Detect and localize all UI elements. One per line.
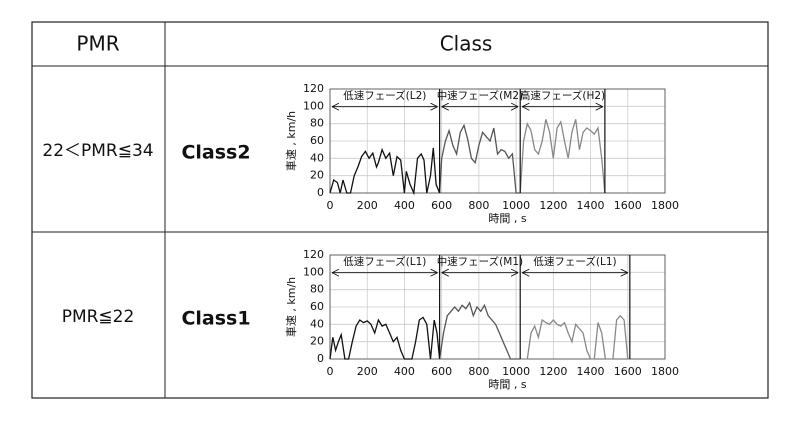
phase-label: 低速フェーズ(L1): [343, 255, 426, 268]
x-tick-label: 1400: [577, 365, 605, 378]
speed-trace: [438, 301, 521, 360]
y-tick-label: 0: [317, 352, 324, 365]
y-tick-label: 60: [310, 300, 324, 313]
x-tick-label: 1200: [539, 199, 567, 212]
plot-frame: [329, 88, 666, 194]
header-cell: Class: [440, 32, 493, 56]
x-tick-label: 0: [327, 365, 334, 378]
phase-label: 高速フェーズ(H2): [520, 89, 605, 102]
x-tick-label: 1000: [502, 199, 530, 212]
phase-label: 低速フェーズ(L2): [343, 89, 426, 102]
y-tick-label: 120: [303, 82, 324, 95]
x-tick-label: 400: [394, 365, 415, 378]
speed-trace: [329, 147, 441, 196]
y-tick-label: 100: [303, 99, 324, 112]
x-tick-label: 1600: [614, 365, 642, 378]
class-cell: Class2: [181, 142, 250, 164]
x-tick-label: 400: [394, 199, 415, 212]
class-cell: Class1: [181, 308, 250, 330]
y-tick-label: 0: [317, 186, 324, 199]
x-tick-label: 1400: [577, 199, 605, 212]
x-tick-label: 200: [357, 199, 378, 212]
speed-trace: [519, 119, 606, 194]
speed-trace: [329, 316, 441, 360]
y-tick-label: 120: [303, 248, 324, 261]
table-border: [31, 21, 769, 399]
x-tick-label: 1000: [502, 365, 530, 378]
pmr-cell: PMR≦22: [62, 307, 135, 327]
x-tick-label: 1800: [651, 199, 679, 212]
x-tick-label: 1200: [539, 365, 567, 378]
y-tick-label: 20: [310, 335, 324, 348]
y-tick-label: 40: [310, 317, 324, 330]
y-tick-label: 80: [310, 117, 324, 130]
x-tick-label: 0: [327, 199, 334, 212]
y-axis-label: 車速 , km/h: [284, 111, 298, 171]
speed-trace: [520, 314, 630, 360]
header-cell: PMR: [76, 32, 119, 56]
phase-label: 中速フェーズ(M1): [437, 255, 523, 268]
x-tick-label: 200: [357, 365, 378, 378]
y-tick-label: 100: [303, 265, 324, 278]
y-axis-label: 車速 , km/h: [284, 277, 298, 337]
x-axis-label: 時間 , s: [488, 212, 526, 225]
x-tick-label: 600: [431, 365, 452, 378]
plot-frame: [329, 254, 666, 360]
x-tick-label: 600: [431, 199, 452, 212]
phase-label: 中速フェーズ(M2): [437, 89, 523, 102]
x-tick-label: 800: [468, 199, 489, 212]
y-tick-label: 40: [310, 151, 324, 164]
speed-trace: [438, 123, 521, 194]
y-tick-label: 80: [310, 283, 324, 296]
y-tick-label: 20: [310, 169, 324, 182]
x-tick-label: 1800: [651, 365, 679, 378]
x-axis-label: 時間 , s: [488, 378, 526, 391]
pmr-cell: 22＜PMR≦34: [42, 141, 153, 161]
x-tick-label: 1600: [614, 199, 642, 212]
x-tick-label: 800: [468, 365, 489, 378]
phase-label: 低速フェーズ(L1): [533, 255, 616, 268]
y-tick-label: 60: [310, 134, 324, 147]
